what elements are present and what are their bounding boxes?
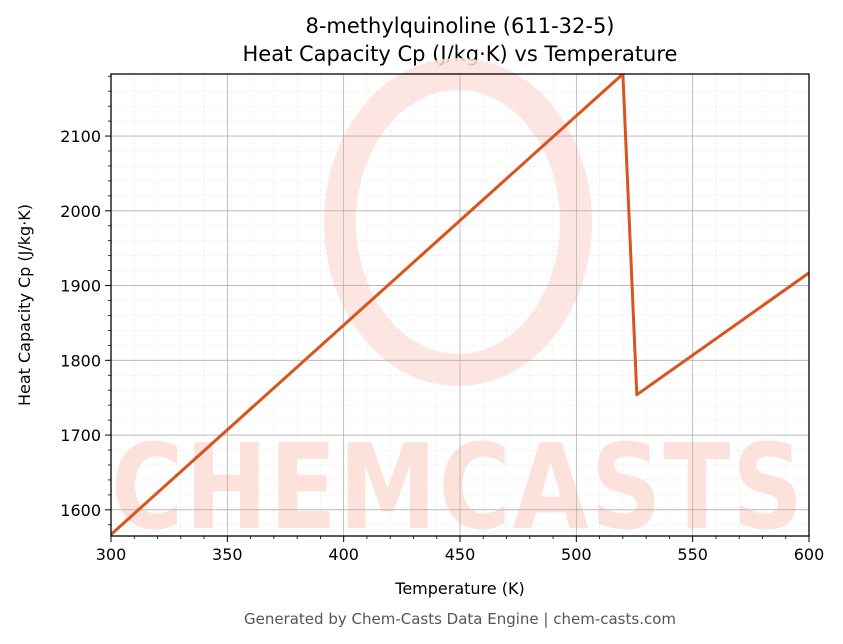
y-axis-label: Heat Capacity Cp (J/kg·K): [15, 204, 34, 406]
series-layer: [111, 74, 809, 536]
x-tick-label: 450: [445, 545, 476, 564]
x-tick-label: 500: [561, 545, 592, 564]
x-tick-label: 600: [794, 545, 825, 564]
x-tick-label: 300: [96, 545, 127, 564]
series-line: [111, 74, 809, 536]
y-tick-label: 1900: [60, 277, 101, 296]
y-tick-label: 2000: [60, 202, 101, 221]
x-axis: 300 350 400 450 500 550 600: [96, 536, 825, 564]
chart-title: 8-methylquinoline (611-32-5): [305, 14, 614, 38]
y-tick-label: 1800: [60, 351, 101, 370]
x-tick-label: 400: [328, 545, 359, 564]
y-tick-label: 2100: [60, 127, 101, 146]
y-tick-label: 1600: [60, 501, 101, 520]
footer-credit: Generated by Chem-Casts Data Engine | ch…: [244, 610, 676, 628]
y-tick-label: 1700: [60, 426, 101, 445]
x-axis-label: Temperature (K): [394, 579, 524, 598]
y-axis: 1600 1700 1800 1900 2000 2100: [60, 75, 111, 526]
watermark-text: CHEMCASTS: [111, 418, 805, 556]
x-tick-label: 350: [212, 545, 243, 564]
x-tick-label: 550: [677, 545, 708, 564]
